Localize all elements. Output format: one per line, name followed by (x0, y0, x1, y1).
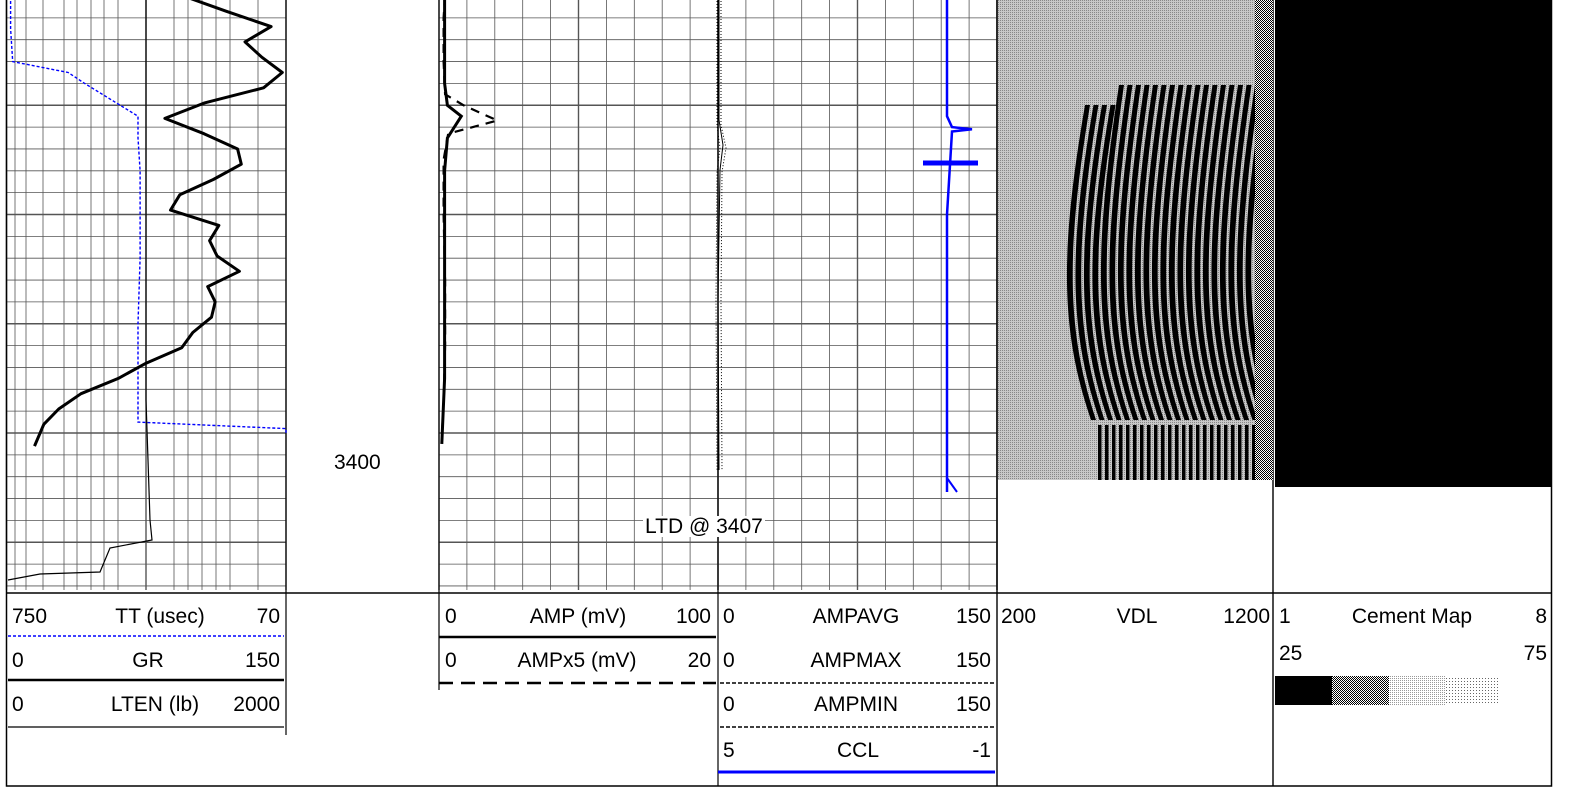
ccl-small-spike (946, 477, 958, 493)
ampmin-curve (715, 0, 721, 471)
cement-map-min2: 25 (1279, 642, 1303, 665)
gr-min: 0 (12, 649, 24, 672)
cement-map-min: 1 (1279, 605, 1291, 628)
tt-max: 70 (256, 605, 280, 628)
ampx5-min: 0 (445, 649, 457, 672)
cement-map-max: 8 (1535, 605, 1547, 628)
cement-map-legend (1275, 676, 1500, 705)
vdl-max: 1200 (1223, 605, 1270, 628)
amp-min: 0 (445, 605, 457, 628)
ampmin-name: AMPMIN (814, 693, 898, 716)
ampmax-curve (720, 0, 727, 471)
ampx5-curve (441, 0, 501, 434)
ampavg-name: AMPAVG (812, 605, 900, 628)
cement-map-max2: 75 (1523, 642, 1547, 665)
legend-swatch-dark-gray (1332, 676, 1389, 705)
gr-curve (33, 0, 284, 447)
ccl-curve (945, 0, 973, 492)
ccl-name: CCL (836, 739, 880, 762)
tt-name: TT (usec) (115, 605, 205, 628)
tt-min: 750 (12, 605, 48, 628)
gr-name: GR (132, 649, 164, 672)
ccl-min: 5 (723, 739, 735, 762)
gr-max: 150 (244, 649, 280, 672)
tt-curve (9, 0, 287, 433)
header-lines (6, 592, 1551, 774)
vdl-name: VDL (1116, 605, 1158, 628)
ltd-annotation: LTD @ 3407 (643, 515, 765, 538)
outer-frame (5, 0, 1553, 787)
ampx5-name: AMPx5 (mV) (517, 649, 637, 672)
ampavg-curve (717, 0, 724, 471)
legend-swatch-black (1275, 676, 1332, 705)
amp-name: AMP (mV) (529, 605, 627, 628)
lten-curve (7, 0, 153, 581)
cement-map-name: Cement Map (1351, 605, 1473, 628)
legend-swatch-very-light-gray (1445, 676, 1500, 705)
ampmin-min: 0 (723, 693, 735, 716)
lten-min: 0 (12, 693, 24, 716)
depth-label: 3400 (334, 451, 381, 474)
ampmax-min: 0 (723, 649, 735, 672)
lten-name: LTEN (lb) (110, 693, 200, 716)
ampmax-name: AMPMAX (810, 649, 902, 672)
ampavg-max: 150 (955, 605, 991, 628)
log-curves (7, 0, 978, 581)
legend-swatch-light-gray (1389, 676, 1445, 705)
ccl-max: -1 (972, 739, 991, 762)
ampavg-min: 0 (723, 605, 735, 628)
ampmin-max: 150 (955, 693, 991, 716)
lten-max: 2000 (233, 693, 280, 716)
ampmax-max: 150 (955, 649, 991, 672)
cement-map-image (1275, 0, 1551, 487)
amp-max: 100 (675, 605, 711, 628)
ampx5-max: 20 (687, 649, 711, 672)
vdl-image (998, 0, 1273, 480)
vdl-min: 200 (1001, 605, 1037, 628)
